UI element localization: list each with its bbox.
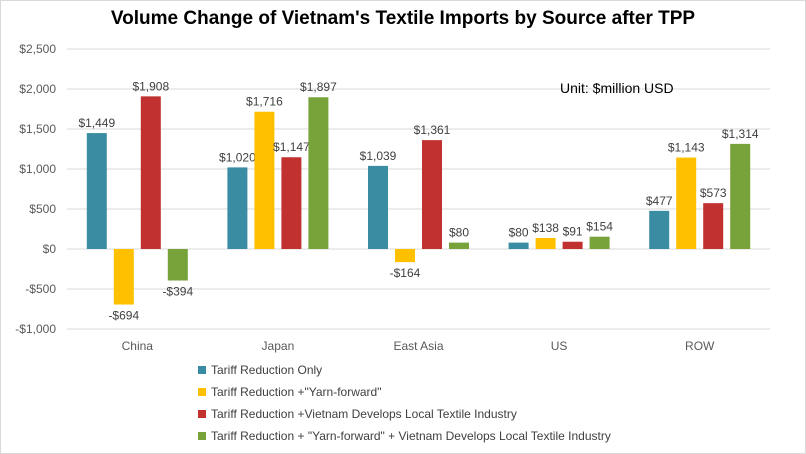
y-tick-label: $2,500 bbox=[19, 42, 56, 56]
bar-3-0 bbox=[508, 242, 529, 249]
data-label: $1,897 bbox=[300, 80, 337, 94]
bar-4-0 bbox=[649, 210, 670, 249]
data-label: $91 bbox=[563, 225, 583, 239]
bar-4-1 bbox=[676, 157, 697, 249]
y-tick-label: $500 bbox=[29, 202, 56, 216]
bar-0-2 bbox=[140, 96, 161, 249]
x-tick-label: China bbox=[122, 339, 154, 353]
legend-item: Tariff Reduction +Vietnam Develops Local… bbox=[198, 403, 611, 425]
data-label: $1,716 bbox=[246, 95, 283, 109]
bar-1-0 bbox=[227, 167, 248, 249]
x-tick-label: US bbox=[551, 339, 568, 353]
legend-item: Tariff Reduction Only bbox=[198, 359, 611, 381]
bar-1-1 bbox=[254, 111, 275, 249]
legend-label: Tariff Reduction Only bbox=[211, 363, 323, 377]
data-label: $1,147 bbox=[273, 140, 310, 154]
data-label: $1,039 bbox=[360, 149, 397, 163]
data-label: $573 bbox=[700, 186, 727, 200]
bar-3-3 bbox=[589, 236, 610, 249]
y-tick-label: $1,000 bbox=[19, 162, 56, 176]
data-label: $477 bbox=[646, 194, 673, 208]
bar-4-3 bbox=[730, 143, 751, 249]
bar-2-0 bbox=[368, 165, 388, 249]
legend-label: Tariff Reduction +"Yarn-forward" bbox=[211, 385, 382, 399]
bar-2-3 bbox=[449, 242, 469, 249]
bar-3-2 bbox=[562, 241, 583, 249]
bar-0-3 bbox=[167, 249, 188, 281]
data-label: -$394 bbox=[162, 285, 193, 299]
y-tick-label: $2,000 bbox=[19, 82, 56, 96]
data-label: $1,020 bbox=[219, 150, 256, 164]
bar-2-1 bbox=[395, 249, 415, 263]
legend-label: Tariff Reduction + "Yarn-forward" + Viet… bbox=[211, 429, 611, 443]
legend-swatch bbox=[198, 388, 206, 396]
y-tick-label: $1,500 bbox=[19, 122, 56, 136]
bar-3-1 bbox=[535, 237, 556, 249]
legend-swatch bbox=[198, 432, 206, 440]
bar-4-2 bbox=[703, 203, 724, 249]
data-label: $138 bbox=[532, 221, 559, 235]
data-label: $1,143 bbox=[668, 141, 705, 155]
data-label: $1,361 bbox=[414, 123, 451, 137]
bar-2-2 bbox=[422, 140, 442, 249]
data-label: $154 bbox=[586, 220, 613, 234]
bar-0-1 bbox=[113, 249, 134, 305]
data-label: $80 bbox=[449, 226, 469, 240]
legend-item: Tariff Reduction + "Yarn-forward" + Viet… bbox=[198, 425, 611, 447]
legend-swatch bbox=[198, 366, 206, 374]
data-label: $1,449 bbox=[78, 116, 115, 130]
data-label: $80 bbox=[509, 226, 529, 240]
bar-1-3 bbox=[308, 97, 329, 250]
x-tick-label: East Asia bbox=[393, 339, 443, 353]
x-tick-label: Japan bbox=[262, 339, 295, 353]
data-label: -$164 bbox=[390, 266, 421, 280]
y-tick-label: -$1,000 bbox=[15, 322, 56, 336]
chart-legend: Tariff Reduction Only Tariff Reduction +"… bbox=[198, 359, 611, 447]
legend-swatch bbox=[198, 410, 206, 418]
legend-label: Tariff Reduction +Vietnam Develops Local… bbox=[211, 407, 517, 421]
data-label: $1,314 bbox=[722, 127, 759, 141]
bar-0-0 bbox=[86, 133, 107, 249]
data-label: -$694 bbox=[108, 309, 139, 323]
unit-note: Unit: $million USD bbox=[560, 80, 674, 96]
y-tick-label: -$500 bbox=[25, 282, 56, 296]
chart-title: Volume Change of Vietnam's Textile Impor… bbox=[110, 8, 696, 29]
data-label: $1,908 bbox=[132, 79, 169, 93]
x-tick-label: ROW bbox=[685, 339, 715, 353]
legend-item: Tariff Reduction +"Yarn-forward" bbox=[198, 381, 611, 403]
bar-1-2 bbox=[281, 157, 302, 249]
y-tick-label: $0 bbox=[43, 242, 57, 256]
